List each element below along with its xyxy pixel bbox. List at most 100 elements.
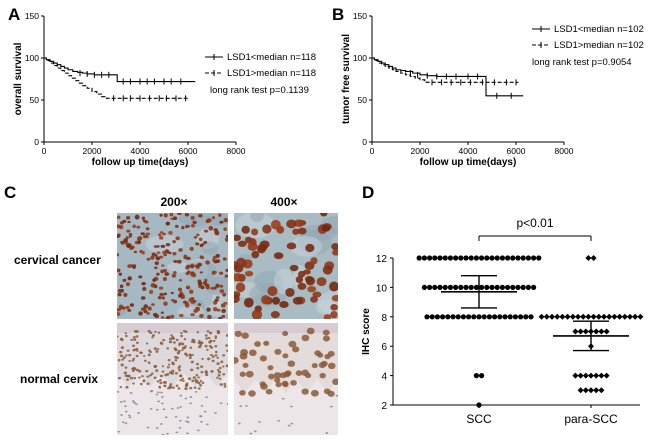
- stromal-cell: [178, 427, 182, 429]
- nucleus: [174, 355, 178, 359]
- nucleus: [289, 264, 299, 272]
- column-header-400x: 400×: [270, 195, 297, 209]
- nucleus: [214, 337, 218, 340]
- nucleus: [239, 371, 246, 377]
- data-point: [603, 328, 610, 335]
- data-point: [476, 402, 482, 408]
- nucleus: [199, 384, 203, 387]
- nucleus: [124, 332, 128, 335]
- data-point: [463, 284, 469, 290]
- row-header-normal-cervix: normal cervix: [20, 372, 98, 386]
- nucleus: [131, 367, 135, 370]
- nucleus: [120, 346, 125, 350]
- nucleus: [162, 277, 167, 282]
- data-point: [447, 284, 453, 290]
- nucleus: [190, 340, 195, 343]
- nucleus: [282, 330, 289, 337]
- category-label: SCC: [466, 412, 492, 426]
- nucleus: [185, 384, 189, 387]
- nucleus: [132, 348, 136, 352]
- y-tick-label: 0: [34, 137, 39, 147]
- nucleus: [197, 376, 200, 379]
- nucleus: [209, 339, 213, 343]
- nucleus: [259, 381, 266, 387]
- x-tick-label: 6000: [507, 146, 526, 156]
- nucleus: [119, 337, 123, 341]
- nucleus: [322, 335, 331, 342]
- nucleus: [234, 273, 243, 282]
- x-tick-label: 4000: [459, 146, 478, 156]
- x-tick-label: 8000: [227, 146, 246, 156]
- stromal-cell: [200, 405, 204, 407]
- nucleus: [206, 348, 209, 351]
- nucleus: [223, 385, 227, 388]
- stromal-cell: [205, 423, 209, 426]
- stromal-cell: [124, 410, 128, 413]
- nucleus: [147, 329, 151, 333]
- nucleus: [177, 387, 181, 390]
- nucleus: [327, 362, 336, 370]
- data-point: [416, 255, 422, 261]
- data-point: [489, 255, 495, 261]
- nucleus: [200, 365, 204, 369]
- nucleus: [322, 329, 330, 336]
- data-point: [593, 387, 600, 394]
- data-point: [538, 313, 545, 320]
- nucleus: [204, 371, 209, 374]
- nucleus: [311, 362, 318, 369]
- nucleus: [234, 330, 242, 338]
- nucleus: [221, 314, 226, 318]
- nucleus: [143, 354, 146, 358]
- nucleus: [178, 344, 181, 347]
- data-point: [434, 314, 440, 320]
- nucleus: [127, 264, 132, 269]
- nucleus: [216, 376, 219, 379]
- nucleus: [173, 347, 177, 350]
- y-tick-label: 50: [358, 95, 368, 105]
- stromal-cell: [290, 422, 294, 425]
- row-header-cervical-cancer: cervical cancer: [14, 253, 101, 267]
- nucleus: [178, 369, 182, 372]
- y-tick-label: 12: [376, 254, 388, 265]
- nucleus: [235, 282, 246, 293]
- nucleus: [181, 377, 185, 380]
- stromal-cell: [121, 421, 125, 424]
- data-point: [453, 284, 459, 290]
- data-point: [505, 284, 511, 290]
- nucleus: [135, 347, 139, 351]
- stromal-cell: [196, 429, 200, 432]
- stromal-cell: [119, 401, 123, 403]
- data-point: [510, 255, 516, 261]
- y-tick-label: 150: [25, 11, 39, 21]
- nucleus: [117, 253, 120, 257]
- data-point: [497, 314, 503, 320]
- nucleus: [193, 386, 197, 389]
- nucleus: [241, 332, 249, 339]
- stromal-cell: [186, 416, 190, 419]
- nucleus: [180, 332, 183, 335]
- legend-label: LSD1>median n=102: [554, 40, 644, 51]
- nucleus: [214, 335, 218, 338]
- nucleus: [239, 352, 248, 360]
- data-point: [525, 284, 532, 290]
- data-point: [616, 313, 623, 320]
- nucleus: [128, 353, 132, 357]
- stromal-cell: [117, 390, 120, 393]
- nucleus: [249, 349, 257, 357]
- nucleus: [196, 331, 200, 334]
- nucleus: [171, 386, 175, 389]
- stromal-cell: [239, 405, 243, 408]
- data-point: [632, 313, 639, 320]
- nucleus: [183, 254, 188, 259]
- nucleus: [163, 301, 168, 306]
- nucleus: [297, 227, 307, 235]
- nucleus: [141, 281, 146, 286]
- data-point: [499, 284, 505, 290]
- nucleus: [149, 350, 152, 354]
- nucleus: [224, 274, 228, 278]
- nucleus: [223, 382, 227, 386]
- nucleus: [139, 382, 143, 386]
- nucleus: [159, 231, 164, 234]
- nucleus: [159, 213, 163, 217]
- nucleus: [132, 344, 136, 348]
